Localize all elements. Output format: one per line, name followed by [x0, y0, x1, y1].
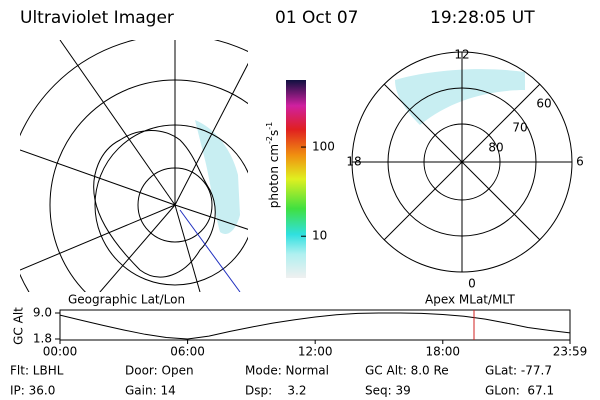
status-field: Seq: 39: [365, 384, 411, 398]
x-tick-label: 06:00: [170, 345, 205, 359]
x-tick-label: 18:00: [425, 345, 460, 359]
status-field: IP: 36.0: [10, 384, 55, 398]
plot-title: Apex MLat/MLT: [425, 293, 515, 307]
geo-map: [20, 40, 248, 292]
lat-label: 60: [536, 97, 551, 111]
status-field: Flt: LBHL: [10, 364, 64, 378]
time: 19:28:05 UT: [430, 8, 535, 28]
lat-label: 70: [512, 121, 527, 135]
title: Ultraviolet Imager: [20, 8, 174, 28]
x-tick-label: 23:59: [553, 345, 588, 359]
colorbar: [286, 80, 306, 278]
status-field: GLon: 67.1: [485, 384, 554, 398]
mlt-label: 0: [468, 277, 476, 291]
altitude-line: [59, 312, 571, 340]
status-field: Gain: 14: [125, 384, 176, 398]
lat-label: 80: [488, 141, 503, 155]
mlt-label: 18: [346, 155, 361, 169]
colorbar-tick-label: 100: [312, 140, 335, 154]
status-field: GLat: -77.7: [485, 364, 552, 378]
plot-frame: [59, 309, 571, 341]
mlt-label: 12: [454, 48, 469, 62]
status-field: GC Alt: 8.0 Re: [365, 364, 449, 378]
x-tick-label: 12:00: [298, 345, 333, 359]
status-field: Mode: Normal: [245, 364, 329, 378]
y-label: GC Alt: [12, 307, 26, 345]
plot-title: Geographic Lat/Lon: [68, 293, 185, 307]
y-tick-label: 9.0: [33, 306, 52, 320]
mlt-label: 6: [576, 155, 584, 169]
colorbar-label: photon cm-2s-1: [265, 122, 281, 209]
x-tick-label: 00:00: [43, 345, 78, 359]
date: 01 Oct 07: [275, 8, 358, 28]
status-field: Door: Open: [125, 364, 194, 378]
y-tick-label: 1.8: [33, 332, 52, 346]
status-field: Dsp: 3.2: [245, 384, 307, 398]
polar-plot: 12 18 6 0 60 70 80: [346, 48, 583, 291]
colorbar-tick-label: 10: [312, 229, 327, 243]
